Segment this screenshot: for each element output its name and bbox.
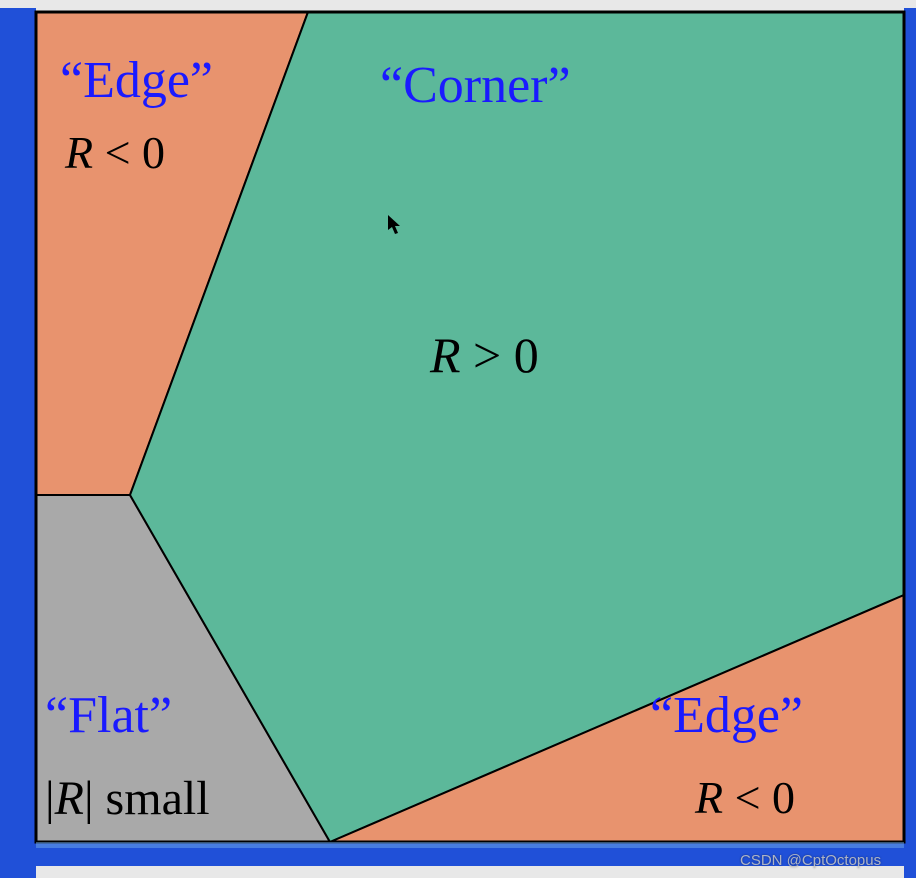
label-edge-tl-math: R < 0 [65, 130, 165, 176]
label-flat-title: “Flat” [45, 690, 172, 742]
label-edge-br-math: R < 0 [695, 775, 795, 821]
label-flat-math: |R| small [45, 775, 210, 823]
diagram-viewport: “Edge” R < 0 “Corner” R > 0 “Flat” |R| s… [0, 0, 916, 878]
label-corner-math: R > 0 [430, 330, 539, 380]
label-edge-br-title: “Edge” [650, 690, 803, 742]
watermark-text: CSDN @CptOctopus [740, 852, 881, 869]
blue-band-left [0, 8, 36, 878]
blue-band-bottom-highlight [36, 842, 904, 848]
label-corner-title: “Corner” [380, 60, 571, 112]
blue-band-right [904, 8, 916, 878]
label-edge-tl-title: “Edge” [60, 55, 213, 107]
